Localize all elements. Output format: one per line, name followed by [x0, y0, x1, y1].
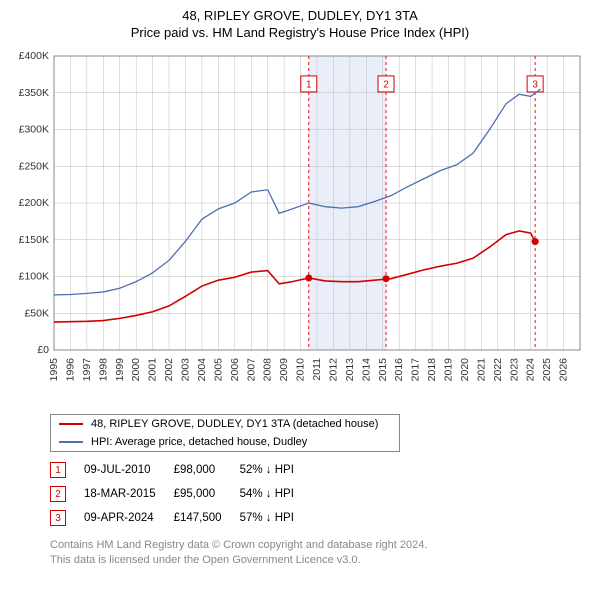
svg-text:1995: 1995: [48, 358, 60, 382]
sale-price: £95,000: [174, 482, 240, 506]
svg-text:2024: 2024: [525, 358, 537, 382]
table-row: 1 09-JUL-2010£98,00052% ↓ HPI: [50, 458, 312, 482]
sale-date: 18-MAR-2015: [84, 482, 174, 506]
svg-text:£400K: £400K: [19, 50, 49, 62]
svg-text:2013: 2013: [344, 358, 356, 382]
chart-title: 48, RIPLEY GROVE, DUDLEY, DY1 3TA: [10, 8, 590, 23]
svg-text:2008: 2008: [262, 358, 274, 382]
table-row: 2 18-MAR-2015£95,00054% ↓ HPI: [50, 482, 312, 506]
sale-vs-hpi: 57% ↓ HPI: [240, 506, 312, 530]
svg-text:2000: 2000: [130, 358, 142, 382]
sale-price: £98,000: [174, 458, 240, 482]
svg-text:2: 2: [383, 79, 389, 90]
svg-text:2020: 2020: [459, 358, 471, 382]
chart-svg: £0 £50K £100K £150K £200K £250K £300K £350K £400…: [10, 46, 590, 406]
svg-text:£350K: £350K: [19, 87, 49, 99]
svg-text:2016: 2016: [393, 358, 405, 382]
footnote-line-1: Contains HM Land Registry data © Crown c…: [50, 538, 590, 553]
sale-marker-badge: 1: [50, 462, 66, 478]
legend-row: 48, RIPLEY GROVE, DUDLEY, DY1 3TA (detac…: [51, 415, 399, 433]
legend-label: HPI: Average price, detached house, Dudl…: [91, 436, 307, 448]
sale-price: £147,500: [174, 506, 240, 530]
chart-subtitle: Price paid vs. HM Land Registry's House …: [10, 25, 590, 40]
legend: 48, RIPLEY GROVE, DUDLEY, DY1 3TA (detac…: [50, 414, 400, 452]
svg-text:3: 3: [532, 79, 538, 90]
legend-swatch: [59, 423, 83, 425]
svg-text:1996: 1996: [64, 358, 76, 382]
svg-text:£300K: £300K: [19, 124, 49, 136]
svg-text:2011: 2011: [311, 358, 323, 381]
legend-label: 48, RIPLEY GROVE, DUDLEY, DY1 3TA (detac…: [91, 418, 378, 430]
svg-text:2004: 2004: [196, 358, 208, 382]
svg-text:2010: 2010: [295, 358, 307, 382]
svg-text:2019: 2019: [443, 358, 455, 382]
table-row: 3 09-APR-2024£147,50057% ↓ HPI: [50, 506, 312, 530]
svg-text:2005: 2005: [212, 358, 224, 382]
chart-area: £0 £50K £100K £150K £200K £250K £300K £350K £400…: [10, 46, 590, 406]
svg-text:2022: 2022: [492, 358, 504, 382]
sale-marker-badge: 3: [50, 510, 66, 526]
svg-text:2015: 2015: [377, 358, 389, 382]
footnote: Contains HM Land Registry data © Crown c…: [50, 538, 590, 568]
svg-text:2007: 2007: [245, 358, 257, 382]
sale-date: 09-JUL-2010: [84, 458, 174, 482]
svg-text:2012: 2012: [327, 358, 339, 382]
legend-row: HPI: Average price, detached house, Dudl…: [51, 433, 399, 451]
svg-text:2006: 2006: [229, 358, 241, 382]
svg-text:1998: 1998: [97, 358, 109, 382]
svg-text:2021: 2021: [475, 358, 487, 382]
footnote-line-2: This data is licensed under the Open Gov…: [50, 553, 590, 568]
svg-text:2017: 2017: [410, 358, 422, 382]
svg-text:£50K: £50K: [24, 307, 49, 319]
svg-text:2025: 2025: [541, 358, 553, 382]
svg-text:2009: 2009: [278, 358, 290, 382]
svg-text:2023: 2023: [508, 358, 520, 382]
svg-text:1999: 1999: [114, 358, 126, 382]
svg-text:1997: 1997: [81, 358, 93, 382]
sales-table: 1 09-JUL-2010£98,00052% ↓ HPI 2 18-MAR-2015…: [50, 458, 312, 530]
svg-text:2002: 2002: [163, 358, 175, 382]
svg-text:1: 1: [306, 79, 312, 90]
svg-text:£0: £0: [37, 344, 49, 356]
svg-text:2018: 2018: [426, 358, 438, 382]
sale-vs-hpi: 54% ↓ HPI: [240, 482, 312, 506]
sale-date: 09-APR-2024: [84, 506, 174, 530]
sale-marker-badge: 2: [50, 486, 66, 502]
svg-text:£200K: £200K: [19, 197, 49, 209]
svg-text:£150K: £150K: [19, 234, 49, 246]
svg-text:£250K: £250K: [19, 160, 49, 172]
svg-text:2026: 2026: [558, 358, 570, 382]
svg-text:2001: 2001: [147, 358, 159, 382]
svg-text:£100K: £100K: [19, 271, 49, 283]
svg-text:2003: 2003: [180, 358, 192, 382]
legend-swatch: [59, 441, 83, 443]
svg-text:2014: 2014: [360, 358, 372, 382]
sale-vs-hpi: 52% ↓ HPI: [240, 458, 312, 482]
